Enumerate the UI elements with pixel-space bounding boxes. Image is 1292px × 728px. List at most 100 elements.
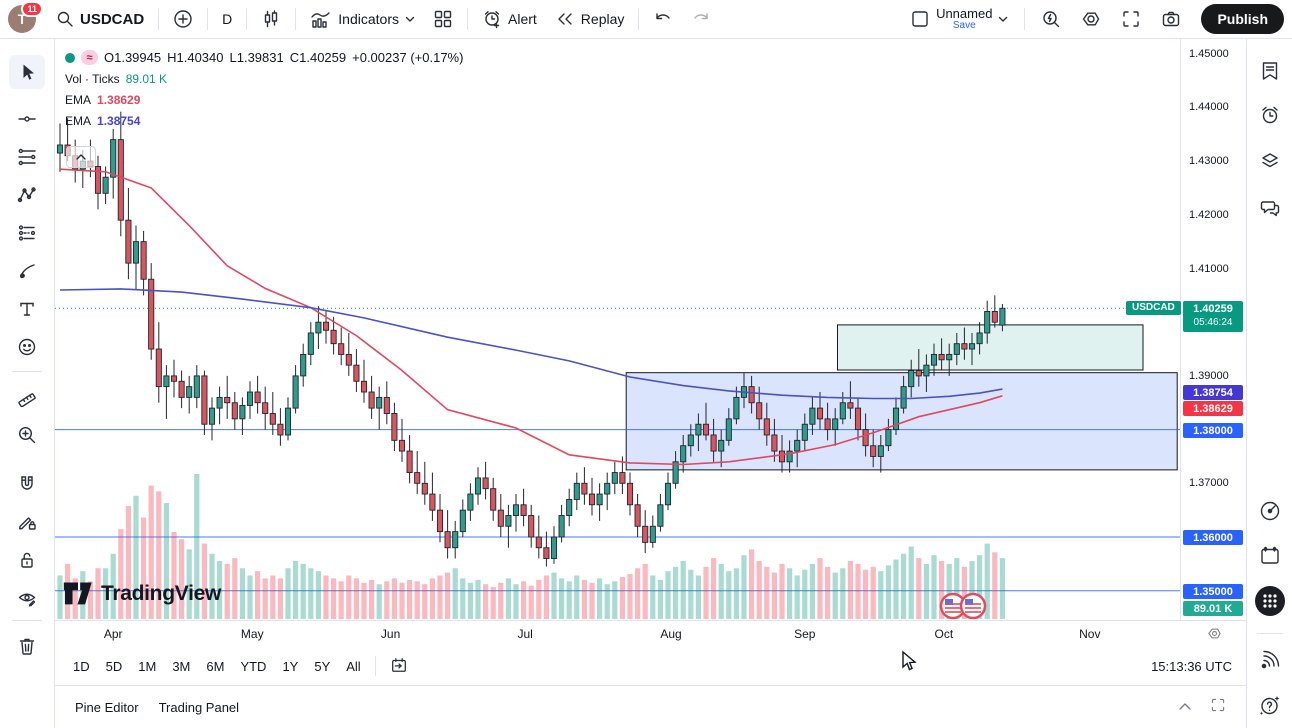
fullscreen-button[interactable]: [1113, 5, 1149, 33]
range-1d-button[interactable]: 1D: [65, 654, 98, 679]
replay-label: Replay: [580, 11, 625, 27]
time-axis-settings-button[interactable]: [1207, 626, 1222, 644]
cursor-tool-button[interactable]: [9, 55, 45, 89]
symbol-legend-row[interactable]: ≈ O1.39945 H1.40340 L1.39831 C1.40259 +0.002…: [65, 50, 469, 65]
range-1y-button[interactable]: 1Y: [274, 654, 306, 679]
quick-search-button[interactable]: [1033, 5, 1069, 33]
high-value: H1.40340: [167, 50, 224, 65]
user-avatar[interactable]: T 11: [8, 1, 43, 33]
lock-drawings-button[interactable]: [9, 543, 45, 577]
zoom-in-tool-button[interactable]: [9, 418, 45, 452]
price-axis[interactable]: 1.45000 1.44000 1.43000 1.42000 1.41000 1.390…: [1180, 39, 1246, 620]
price-tick-1.37000: 1.37000: [1189, 477, 1229, 490]
range-5d-button[interactable]: 5D: [98, 654, 131, 679]
price-badge-89.01 K: 89.01 K: [1183, 601, 1243, 616]
drawing-mode-button[interactable]: [9, 505, 45, 539]
candlestick-chart[interactable]: [55, 39, 1180, 620]
fib-tools-button[interactable]: [9, 140, 45, 174]
apps-grid-button[interactable]: [1254, 585, 1286, 617]
xabcd-pattern-icon: [17, 187, 36, 203]
text-icon: [20, 302, 34, 316]
interval-button[interactable]: D: [214, 7, 240, 31]
pine-editor-tab[interactable]: Pine Editor: [65, 694, 149, 721]
price-tick-1.43000: 1.43000: [1189, 155, 1229, 168]
ema-fast-line[interactable]: [59, 168, 1003, 466]
streams-button[interactable]: [1254, 644, 1286, 676]
brush-tool-button[interactable]: [9, 254, 45, 288]
pattern-tools-button[interactable]: [9, 178, 45, 212]
ema-fast-legend-row[interactable]: EMA 1.38629: [65, 93, 469, 107]
range-5y-button[interactable]: 5Y: [306, 654, 338, 679]
object-tree-button[interactable]: [1254, 145, 1286, 177]
remove-drawings-button[interactable]: [9, 629, 45, 663]
layout-select-button[interactable]: Unnamed Save: [902, 3, 1016, 35]
notification-badge: 11: [21, 1, 43, 17]
bar-countdown: 05:46:24: [1193, 317, 1233, 329]
legend-collapse-button[interactable]: [66, 146, 96, 168]
clock-utc[interactable]: 15:13:36 UTC: [1151, 658, 1232, 674]
price-tick-1.45000: 1.45000: [1189, 47, 1229, 60]
range-6m-button[interactable]: 6M: [198, 654, 232, 679]
layers-icon: [1262, 153, 1278, 168]
hide-drawings-button[interactable]: [9, 581, 45, 615]
price-tick-1.42000: 1.42000: [1189, 208, 1229, 221]
magnet-mode-button[interactable]: [9, 467, 45, 501]
range-3m-button[interactable]: 3M: [164, 654, 198, 679]
price-badge-1.36000: 1.36000: [1183, 530, 1243, 545]
divider: [158, 8, 160, 30]
publish-button[interactable]: Publish: [1201, 4, 1284, 34]
top-toolbar: T 11 USDCAD D: [0, 0, 1292, 39]
last-price-value: 1.40259: [1193, 303, 1233, 316]
trend-line-icon: [18, 116, 36, 122]
settings-button[interactable]: [1073, 5, 1109, 33]
trading-panel-tab[interactable]: Trading Panel: [149, 694, 249, 721]
time-axis[interactable]: Apr May Jun Jul Aug Sep Oct Nov: [55, 620, 1246, 646]
measure-tool-button[interactable]: [9, 380, 45, 414]
maximize-panel-button[interactable]: [1210, 697, 1226, 718]
close-value: C1.40259: [289, 50, 347, 65]
scope-button[interactable]: [1254, 495, 1286, 527]
economic-event-flags[interactable]: [939, 592, 987, 620]
candlestick-icon: [265, 10, 278, 28]
indicator-templates-button[interactable]: [425, 5, 461, 33]
line-tools-button[interactable]: [9, 102, 45, 136]
range-1m-button[interactable]: 1M: [130, 654, 164, 679]
screenshot-button[interactable]: [1153, 5, 1189, 33]
emoji-tool-button[interactable]: [9, 330, 45, 364]
month-label-Sep: Sep: [794, 627, 816, 641]
help-button[interactable]: [1254, 689, 1286, 721]
chart-style-button[interactable]: [253, 5, 289, 33]
undo-button[interactable]: [645, 6, 681, 32]
chevron-up-icon: [76, 154, 86, 160]
range-all-button[interactable]: All: [338, 654, 368, 679]
symbol-search-button[interactable]: USDCAD: [48, 6, 152, 32]
last-price-symbol-tag[interactable]: USDCAD: [1126, 301, 1181, 315]
divider: [246, 8, 248, 30]
text-tool-button[interactable]: [9, 292, 45, 326]
replay-button[interactable]: Replay: [547, 6, 633, 32]
indicators-button[interactable]: Indicators: [302, 5, 423, 33]
expand-panel-button[interactable]: [1178, 698, 1192, 716]
compare-add-button[interactable]: [165, 5, 201, 33]
alerts-panel-button[interactable]: [1254, 99, 1286, 131]
zoom-in-icon: [18, 426, 36, 444]
ema-slow-line[interactable]: [59, 288, 1003, 400]
ema-slow-legend-row[interactable]: EMA 1.38754: [65, 114, 469, 128]
divider: [1024, 8, 1026, 30]
save-label[interactable]: Save: [952, 20, 976, 31]
chat-button[interactable]: [1254, 192, 1286, 224]
divider: [207, 8, 209, 30]
watchlist-button[interactable]: [1254, 55, 1286, 87]
month-label-Apr: Apr: [103, 627, 123, 641]
change-value: +0.00237 (+0.17%): [352, 50, 464, 65]
goto-date-button[interactable]: [382, 651, 416, 682]
redo-button[interactable]: [683, 6, 719, 32]
alert-button[interactable]: Alert: [474, 5, 545, 33]
chevron-down-icon: [405, 16, 415, 22]
calendar-button[interactable]: [1254, 540, 1286, 572]
prediction-tools-button[interactable]: [9, 216, 45, 250]
volume-legend-row[interactable]: Vol · Ticks 89.01 K: [65, 72, 469, 86]
range-ytd-button[interactable]: YTD: [232, 654, 274, 679]
ema-slow-label: EMA: [65, 114, 92, 128]
